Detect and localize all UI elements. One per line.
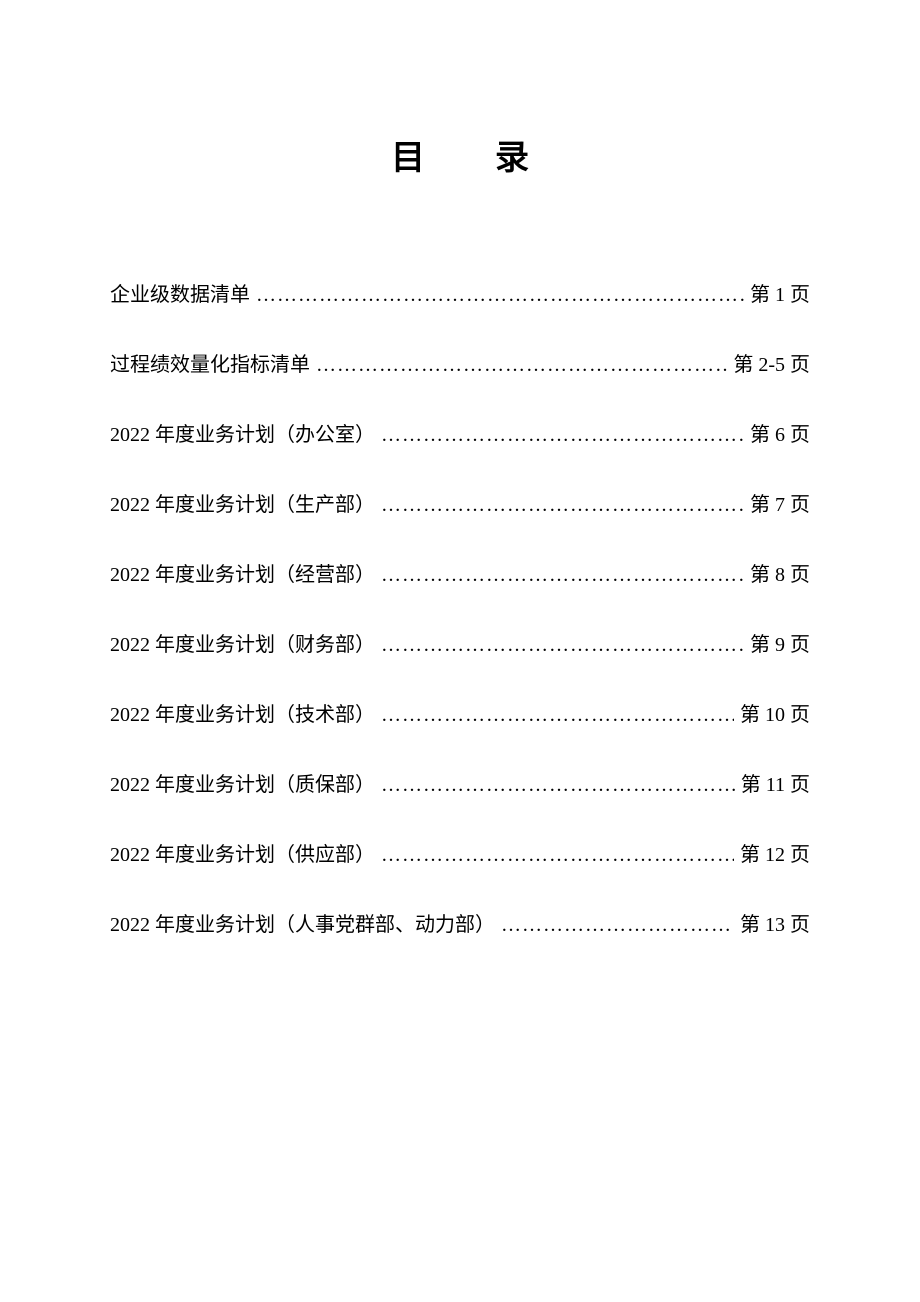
toc-entry: 企业级数据清单 第 1 页 (110, 279, 810, 311)
toc-entry-label: 2022 年度业务计划（财务部） (110, 629, 375, 661)
toc-leader-dots (256, 279, 744, 311)
toc-entry-label: 2022 年度业务计划（生产部） (110, 489, 375, 521)
toc-entry: 2022 年度业务计划（财务部） 第 9 页 (110, 629, 810, 661)
toc-entry-page: 第 6 页 (750, 419, 810, 451)
toc-entry: 2022 年度业务计划（办公室） 第 6 页 (110, 419, 810, 451)
toc-entry: 2022 年度业务计划（生产部） 第 7 页 (110, 489, 810, 521)
toc-entry-label: 过程绩效量化指标清单 (110, 349, 310, 381)
toc-leader-dots (381, 489, 744, 521)
toc-entry: 2022 年度业务计划（供应部） 第 12 页 (110, 839, 810, 871)
toc-entry-page: 第 10 页 (740, 699, 810, 731)
toc-entry-label: 2022 年度业务计划（技术部） (110, 699, 375, 731)
toc-leader-dots (381, 769, 735, 801)
toc-list: 企业级数据清单 第 1 页 过程绩效量化指标清单 第 2-5 页 2022 年度… (110, 279, 810, 941)
toc-entry: 2022 年度业务计划（质保部） 第 11 页 (110, 769, 810, 801)
toc-leader-dots (501, 909, 734, 941)
toc-entry-label: 2022 年度业务计划（供应部） (110, 839, 375, 871)
toc-entry-page: 第 12 页 (740, 839, 810, 871)
toc-entry: 2022 年度业务计划（技术部） 第 10 页 (110, 699, 810, 731)
toc-entry-page: 第 7 页 (750, 489, 810, 521)
toc-entry: 2022 年度业务计划（人事党群部、动力部） 第 13 页 (110, 909, 810, 941)
toc-entry-label: 2022 年度业务计划（质保部） (110, 769, 375, 801)
toc-entry-label: 2022 年度业务计划（人事党群部、动力部） (110, 909, 495, 941)
toc-leader-dots (381, 839, 734, 871)
toc-entry-page: 第 1 页 (750, 279, 810, 311)
toc-leader-dots (381, 699, 734, 731)
toc-entry-page: 第 2-5 页 (733, 349, 810, 381)
toc-entry-page: 第 13 页 (740, 909, 810, 941)
toc-title: 目录 (110, 130, 810, 179)
toc-entry-page: 第 11 页 (741, 769, 810, 801)
toc-entry-page: 第 8 页 (750, 559, 810, 591)
toc-entry-label: 2022 年度业务计划（经营部） (110, 559, 375, 591)
document-page: 目录 企业级数据清单 第 1 页 过程绩效量化指标清单 第 2-5 页 2022… (0, 0, 920, 941)
toc-entry: 过程绩效量化指标清单 第 2-5 页 (110, 349, 810, 381)
toc-leader-dots (381, 629, 744, 661)
toc-leader-dots (381, 559, 744, 591)
toc-entry-label: 2022 年度业务计划（办公室） (110, 419, 375, 451)
toc-entry-page: 第 9 页 (750, 629, 810, 661)
toc-entry-label: 企业级数据清单 (110, 279, 250, 311)
toc-leader-dots (316, 349, 727, 381)
toc-entry: 2022 年度业务计划（经营部） 第 8 页 (110, 559, 810, 591)
toc-leader-dots (381, 419, 744, 451)
